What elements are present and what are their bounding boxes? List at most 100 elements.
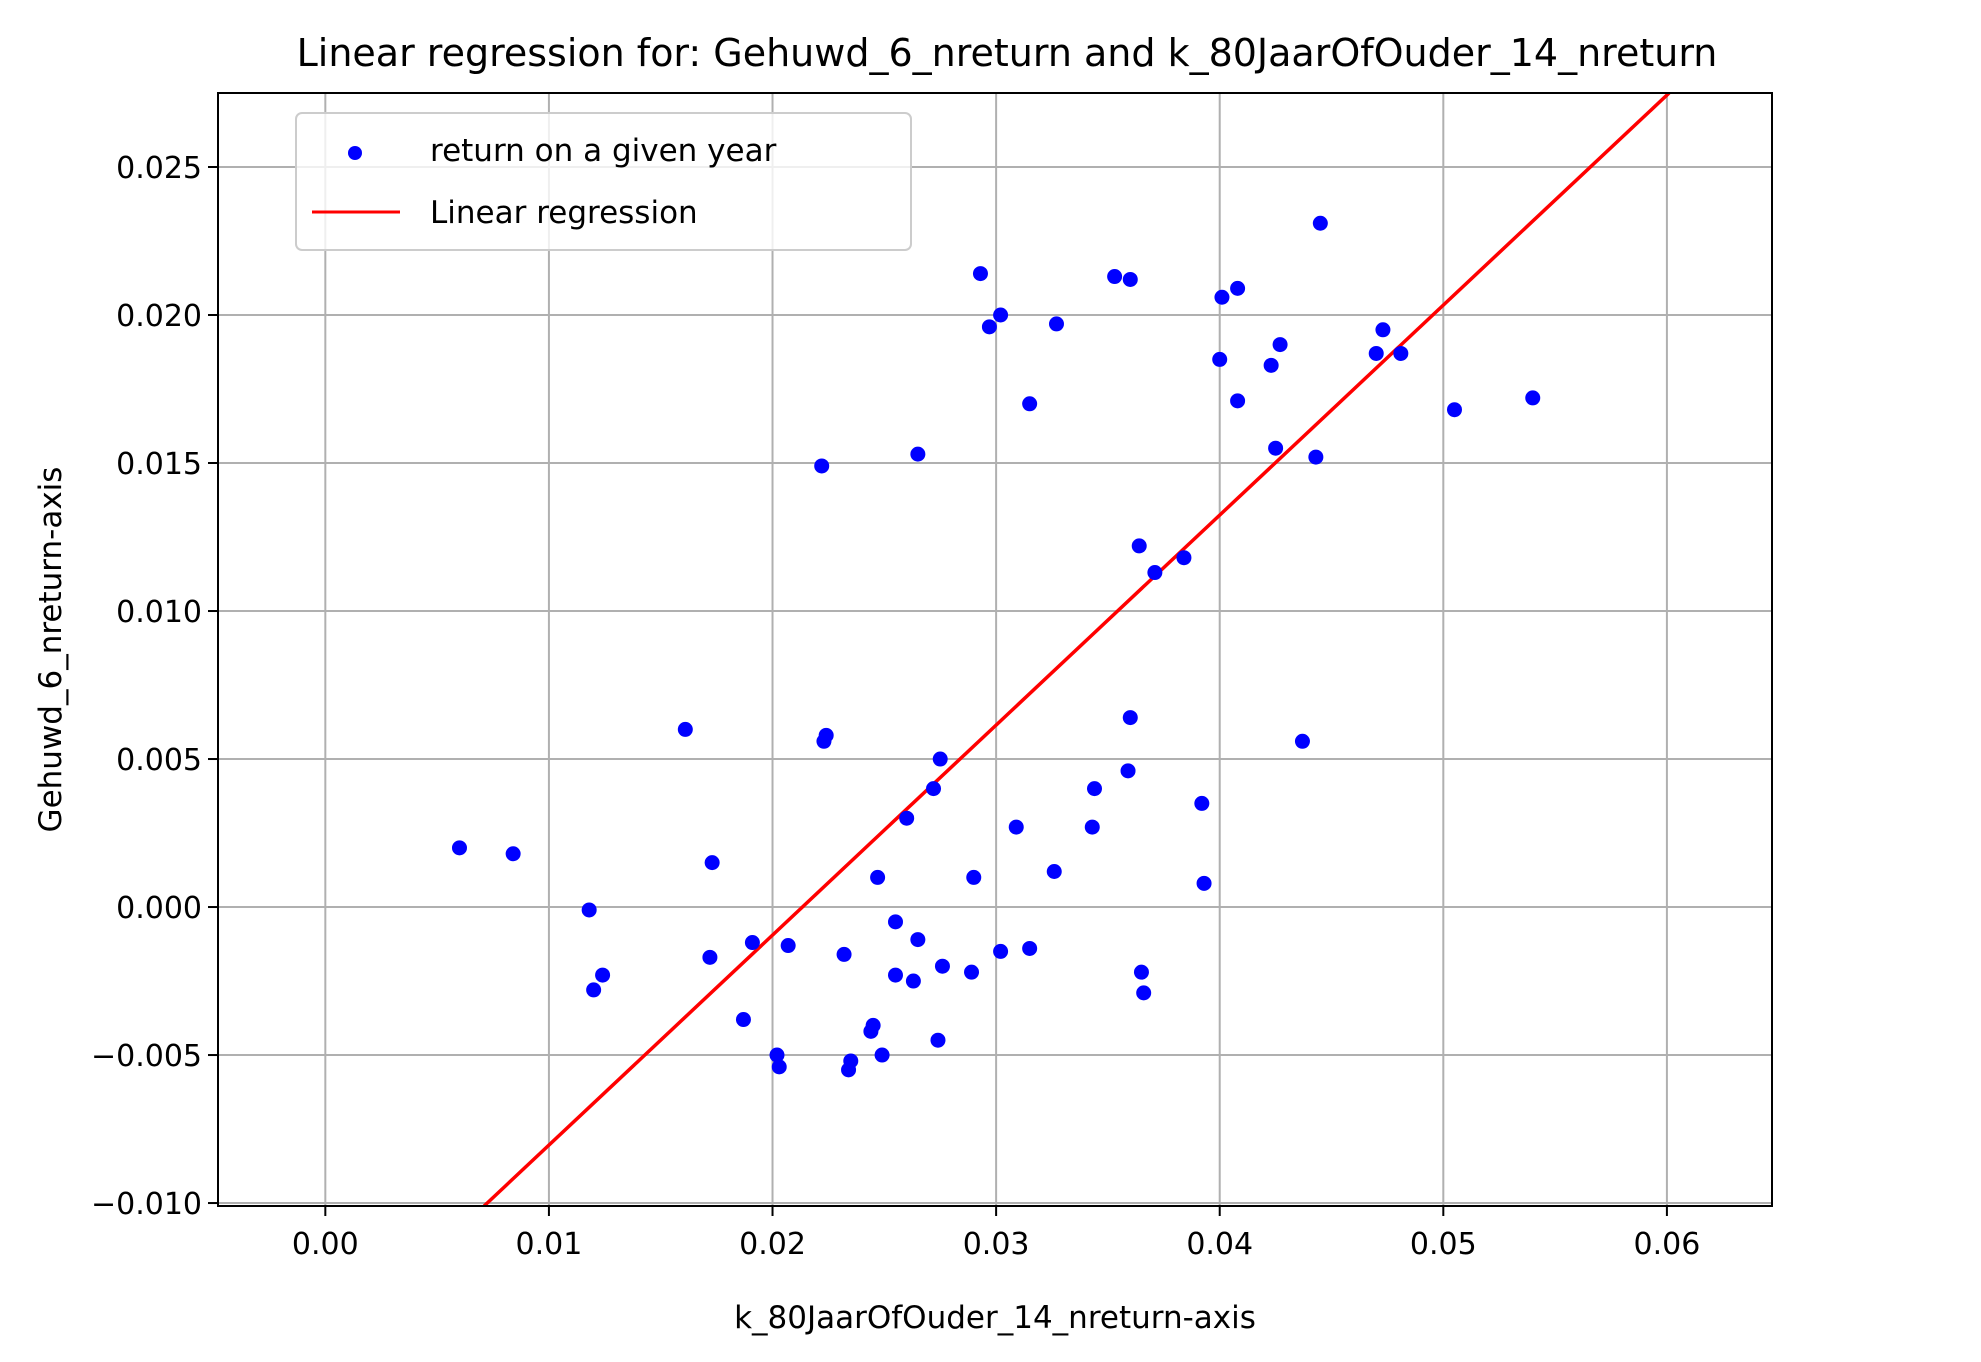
scatter-point [1272,337,1288,353]
scatter-point [899,810,915,826]
scatter-point [1230,280,1246,296]
plot-frame [217,92,1773,1207]
scatter-point [1107,269,1123,285]
scatter-point [1263,357,1279,373]
scatter-point [1176,550,1192,566]
legend: return on a given year Linear regression [295,112,912,251]
scatter-point [964,964,980,980]
x-tick-label: 0.04 [1186,1227,1253,1262]
chart-title: Linear regression for: Gehuwd_6_nreturn … [297,31,1718,75]
scatter-point [1048,316,1064,332]
scatter-point [1196,875,1212,891]
scatter-point [843,1053,859,1069]
scatter-points [451,215,1541,1078]
scatter-point [1368,345,1384,361]
x-axis-label: k_80JaarOfOuder_14_nreturn-axis [734,1300,1256,1336]
scatter-point [814,458,830,474]
y-tick-label: −0.005 [91,1039,202,1074]
scatter-point [905,973,921,989]
scatter-point [595,967,611,983]
scatter-point [966,869,982,885]
scatter-point [505,846,521,862]
scatter-point [993,307,1009,323]
x-tick-label: 0.02 [739,1227,806,1262]
x-axis-ticks: 0.00 0.01 0.02 0.03 0.04 0.05 0.06 [292,1206,1700,1262]
scatter-point [780,938,796,954]
y-tick-label: −0.010 [91,1187,202,1222]
scatter-point [887,914,903,930]
scatter-point [993,943,1009,959]
scatter-point [930,1032,946,1048]
scatter-point [910,932,926,948]
scatter-point [910,446,926,462]
regression-line [482,93,1671,1206]
scatter-point [581,902,597,918]
scatter-point [1147,565,1163,581]
scatter-point [972,266,988,282]
scatter-point [771,1059,787,1075]
y-axis-label: Gehuwd_6_nreturn-axis [33,467,69,833]
scatter-point [1087,781,1103,797]
scatter-point [818,727,834,743]
scatter-point [1120,763,1136,779]
scatter-point [704,855,720,871]
scatter-point [1122,271,1138,287]
scatter-point [870,869,886,885]
scatter-point [887,967,903,983]
scatter-point [1022,396,1038,412]
scatter-point [1294,733,1310,749]
legend-box [295,112,912,251]
scatter-point [1022,940,1038,956]
scatter-point [874,1047,890,1063]
legend-line-label: Linear regression [430,195,698,231]
x-tick-label: 0.00 [292,1227,359,1262]
x-tick-label: 0.06 [1634,1227,1701,1262]
scatter-point [836,946,852,962]
scatter-point [1194,795,1210,811]
y-tick-label: 0.020 [116,299,202,334]
scatter-point [1308,449,1324,465]
scatter-point [451,840,467,856]
scatter-point [1525,390,1541,406]
y-tick-label: 0.005 [116,743,202,778]
scatter-point [1008,819,1024,835]
scatter-point [735,1012,751,1028]
scatter-point [1375,322,1391,338]
scatter-point [1136,985,1152,1001]
y-tick-label: 0.015 [116,447,202,482]
scatter-point [1084,819,1100,835]
x-tick-label: 0.01 [516,1227,583,1262]
scatter-point [1312,215,1328,231]
legend-scatter-marker [348,146,362,160]
y-tick-label: 0.025 [116,151,202,186]
regression-layer [482,93,1671,1206]
legend-scatter-label: return on a given year [430,133,777,169]
scatter-point [586,982,602,998]
scatter-point [769,1047,785,1063]
scatter-point [1214,289,1230,305]
scatter-point [932,751,948,767]
scatter-point [1122,710,1138,726]
scatter-point [926,781,942,797]
scatter-point [1230,393,1246,409]
y-tick-label: 0.000 [116,891,202,926]
scatter-point [1046,864,1062,880]
y-tick-label: 0.010 [116,595,202,630]
scatter-point [744,935,760,951]
scatter-point [1268,440,1284,456]
scatter-point [1131,538,1147,554]
scatter-point [1133,964,1149,980]
scatter-point [677,721,693,737]
scatter-point [981,319,997,335]
scatter-point [1212,351,1228,367]
x-tick-label: 0.03 [963,1227,1030,1262]
scatter-point [865,1017,881,1033]
x-tick-label: 0.05 [1410,1227,1477,1262]
y-axis-ticks: −0.010 −0.005 0.000 0.005 0.010 0.015 0.020 0.0… [91,151,218,1222]
scatter-point [702,949,718,965]
scatter-point [1393,345,1409,361]
scatter-point [934,958,950,974]
scatter-point [1446,402,1462,418]
plot-area [218,93,1772,1206]
